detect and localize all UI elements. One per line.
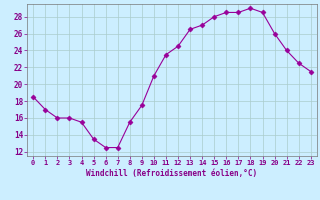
X-axis label: Windchill (Refroidissement éolien,°C): Windchill (Refroidissement éolien,°C) [86, 169, 258, 178]
